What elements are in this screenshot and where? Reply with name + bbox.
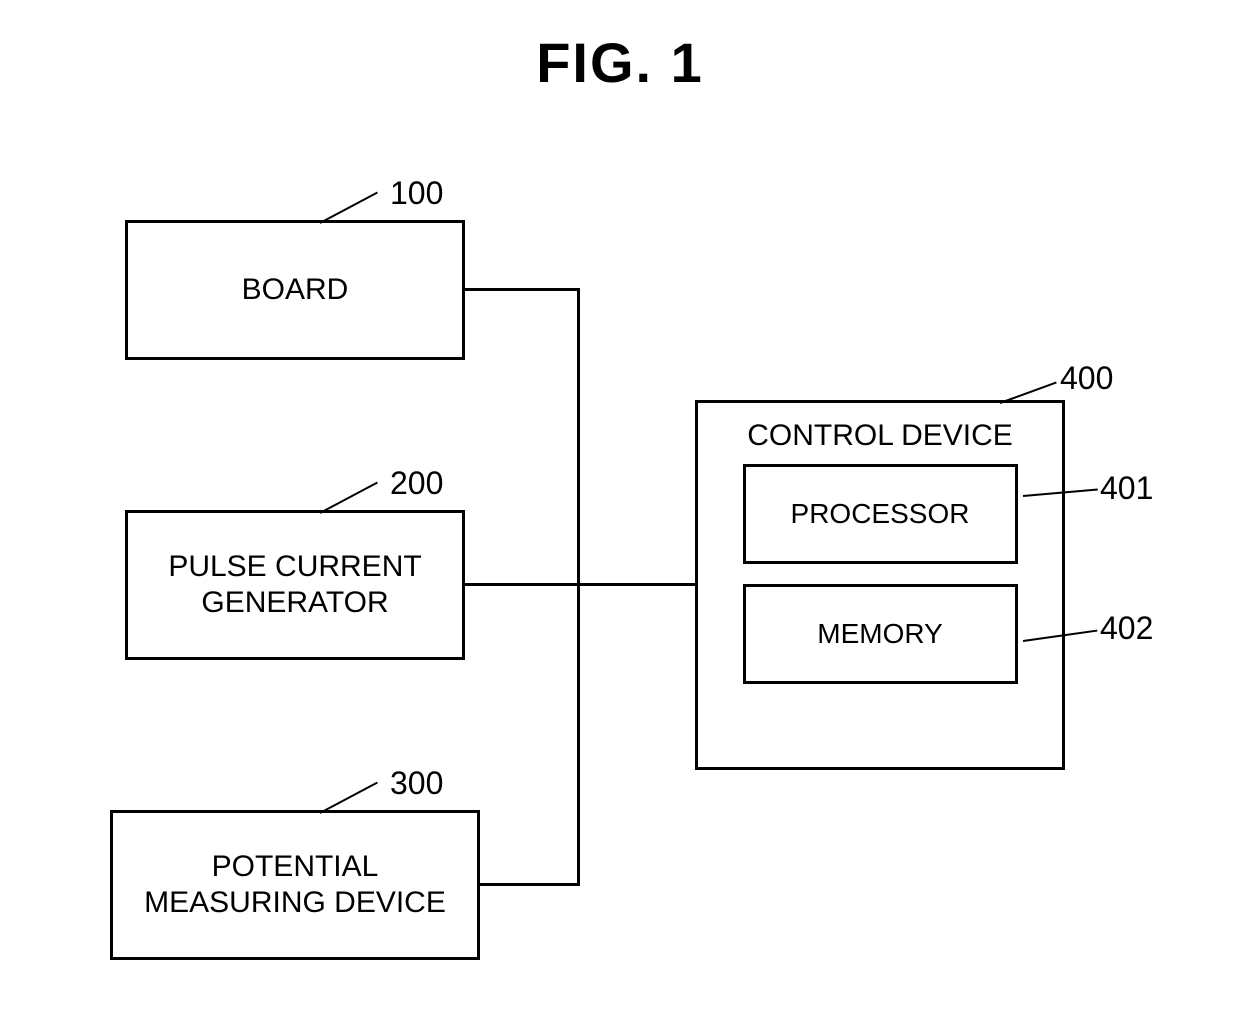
box-pulse-generator-label: PULSE CURRENT GENERATOR — [168, 549, 421, 621]
box-board: BOARD — [125, 220, 465, 360]
box-measuring-device-label: POTENTIAL MEASURING DEVICE — [144, 849, 446, 921]
box-memory-label: MEMORY — [817, 617, 943, 651]
ref-measuring-device: 300 — [390, 765, 443, 802]
box-control-device-label: CONTROL DEVICE — [713, 418, 1047, 454]
box-board-label: BOARD — [242, 272, 349, 308]
box-memory: MEMORY — [743, 584, 1018, 684]
ref-pulse-generator: 200 — [390, 465, 443, 502]
figure-title: FIG. 1 — [536, 30, 704, 95]
box-measuring-device: POTENTIAL MEASURING DEVICE — [110, 810, 480, 960]
ref-processor: 401 — [1100, 470, 1153, 507]
box-processor-label: PROCESSOR — [791, 497, 970, 531]
connector-pulse-h — [465, 583, 695, 586]
ref-board: 100 — [390, 175, 443, 212]
connector-vertical-bus — [577, 288, 580, 886]
box-processor: PROCESSOR — [743, 464, 1018, 564]
ref-control-device: 400 — [1060, 360, 1113, 397]
box-pulse-generator: PULSE CURRENT GENERATOR — [125, 510, 465, 660]
box-control-device: CONTROL DEVICE PROCESSOR MEMORY — [695, 400, 1065, 770]
connector-measure-h — [480, 883, 580, 886]
connector-board-h — [465, 288, 580, 291]
ref-memory: 402 — [1100, 610, 1153, 647]
